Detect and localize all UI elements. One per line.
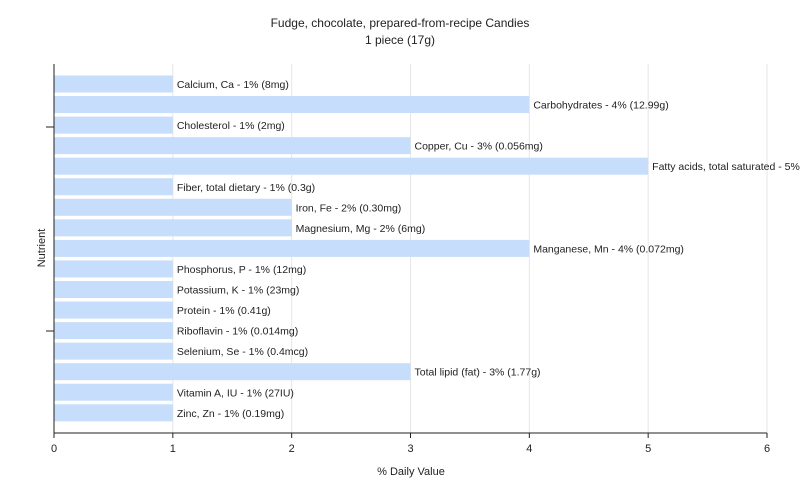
bar-label-2: Cholesterol - 1% (2mg) [177,120,285,132]
bar-11 [54,301,173,319]
x-tick-label-1: 1 [170,443,176,455]
bar-3 [54,137,411,155]
bar-label-9: Phosphorus, P - 1% (12mg) [177,264,306,276]
chart-title: Fudge, chocolate, prepared-from-recipe C… [270,16,530,30]
bar-14 [54,363,411,381]
bar-9 [54,260,173,278]
bar-12 [54,322,173,340]
bar-label-14: Total lipid (fat) - 3% (1.77g) [415,367,541,379]
x-tick-label-2: 2 [289,443,295,455]
bar-label-7: Magnesium, Mg - 2% (6mg) [296,223,426,235]
bar-4 [54,157,649,175]
x-axis-label: % Daily Value [377,466,445,478]
bar-label-8: Manganese, Mn - 4% (0.072mg) [533,243,684,255]
x-tick-label-4: 4 [526,443,532,455]
bar-5 [54,178,173,196]
bar-label-15: Vitamin A, IU - 1% (27IU) [177,387,294,399]
x-tick-label-6: 6 [764,443,770,455]
bar-13 [54,342,173,360]
bar-1 [54,96,530,114]
chart-subtitle: 1 piece (17g) [364,33,436,47]
bar-7 [54,219,292,237]
bar-15 [54,383,173,401]
bar-label-13: Selenium, Se - 1% (0.4mcg) [177,346,308,358]
bar-label-4: Fatty acids, total saturated - 5% (1.096… [652,161,800,173]
bar-16 [54,404,173,422]
bar-label-5: Fiber, total dietary - 1% (0.3g) [177,182,315,194]
x-tick-label-5: 5 [645,443,651,455]
bar-2 [54,116,173,134]
bar-label-11: Protein - 1% (0.41g) [177,305,271,317]
bar-label-12: Riboflavin - 1% (0.014mg) [177,326,298,338]
bar-label-0: Calcium, Ca - 1% (8mg) [177,79,289,91]
bar-10 [54,281,173,298]
x-tick-label-3: 3 [407,443,413,455]
bar-label-10: Potassium, K - 1% (23mg) [177,285,300,297]
bar-label-16: Zinc, Zn - 1% (0.19mg) [177,408,284,420]
bar-label-6: Iron, Fe - 2% (0.30mg) [296,202,402,214]
x-tick-label-0: 0 [51,443,57,455]
bar-label-1: Carbohydrates - 4% (12.99g) [533,100,668,112]
bar-label-3: Copper, Cu - 3% (0.056mg) [415,141,543,153]
bar-6 [54,198,292,216]
bar-8 [54,239,530,257]
bar-0 [54,75,173,93]
y-axis-label: Nutrient [36,228,48,268]
